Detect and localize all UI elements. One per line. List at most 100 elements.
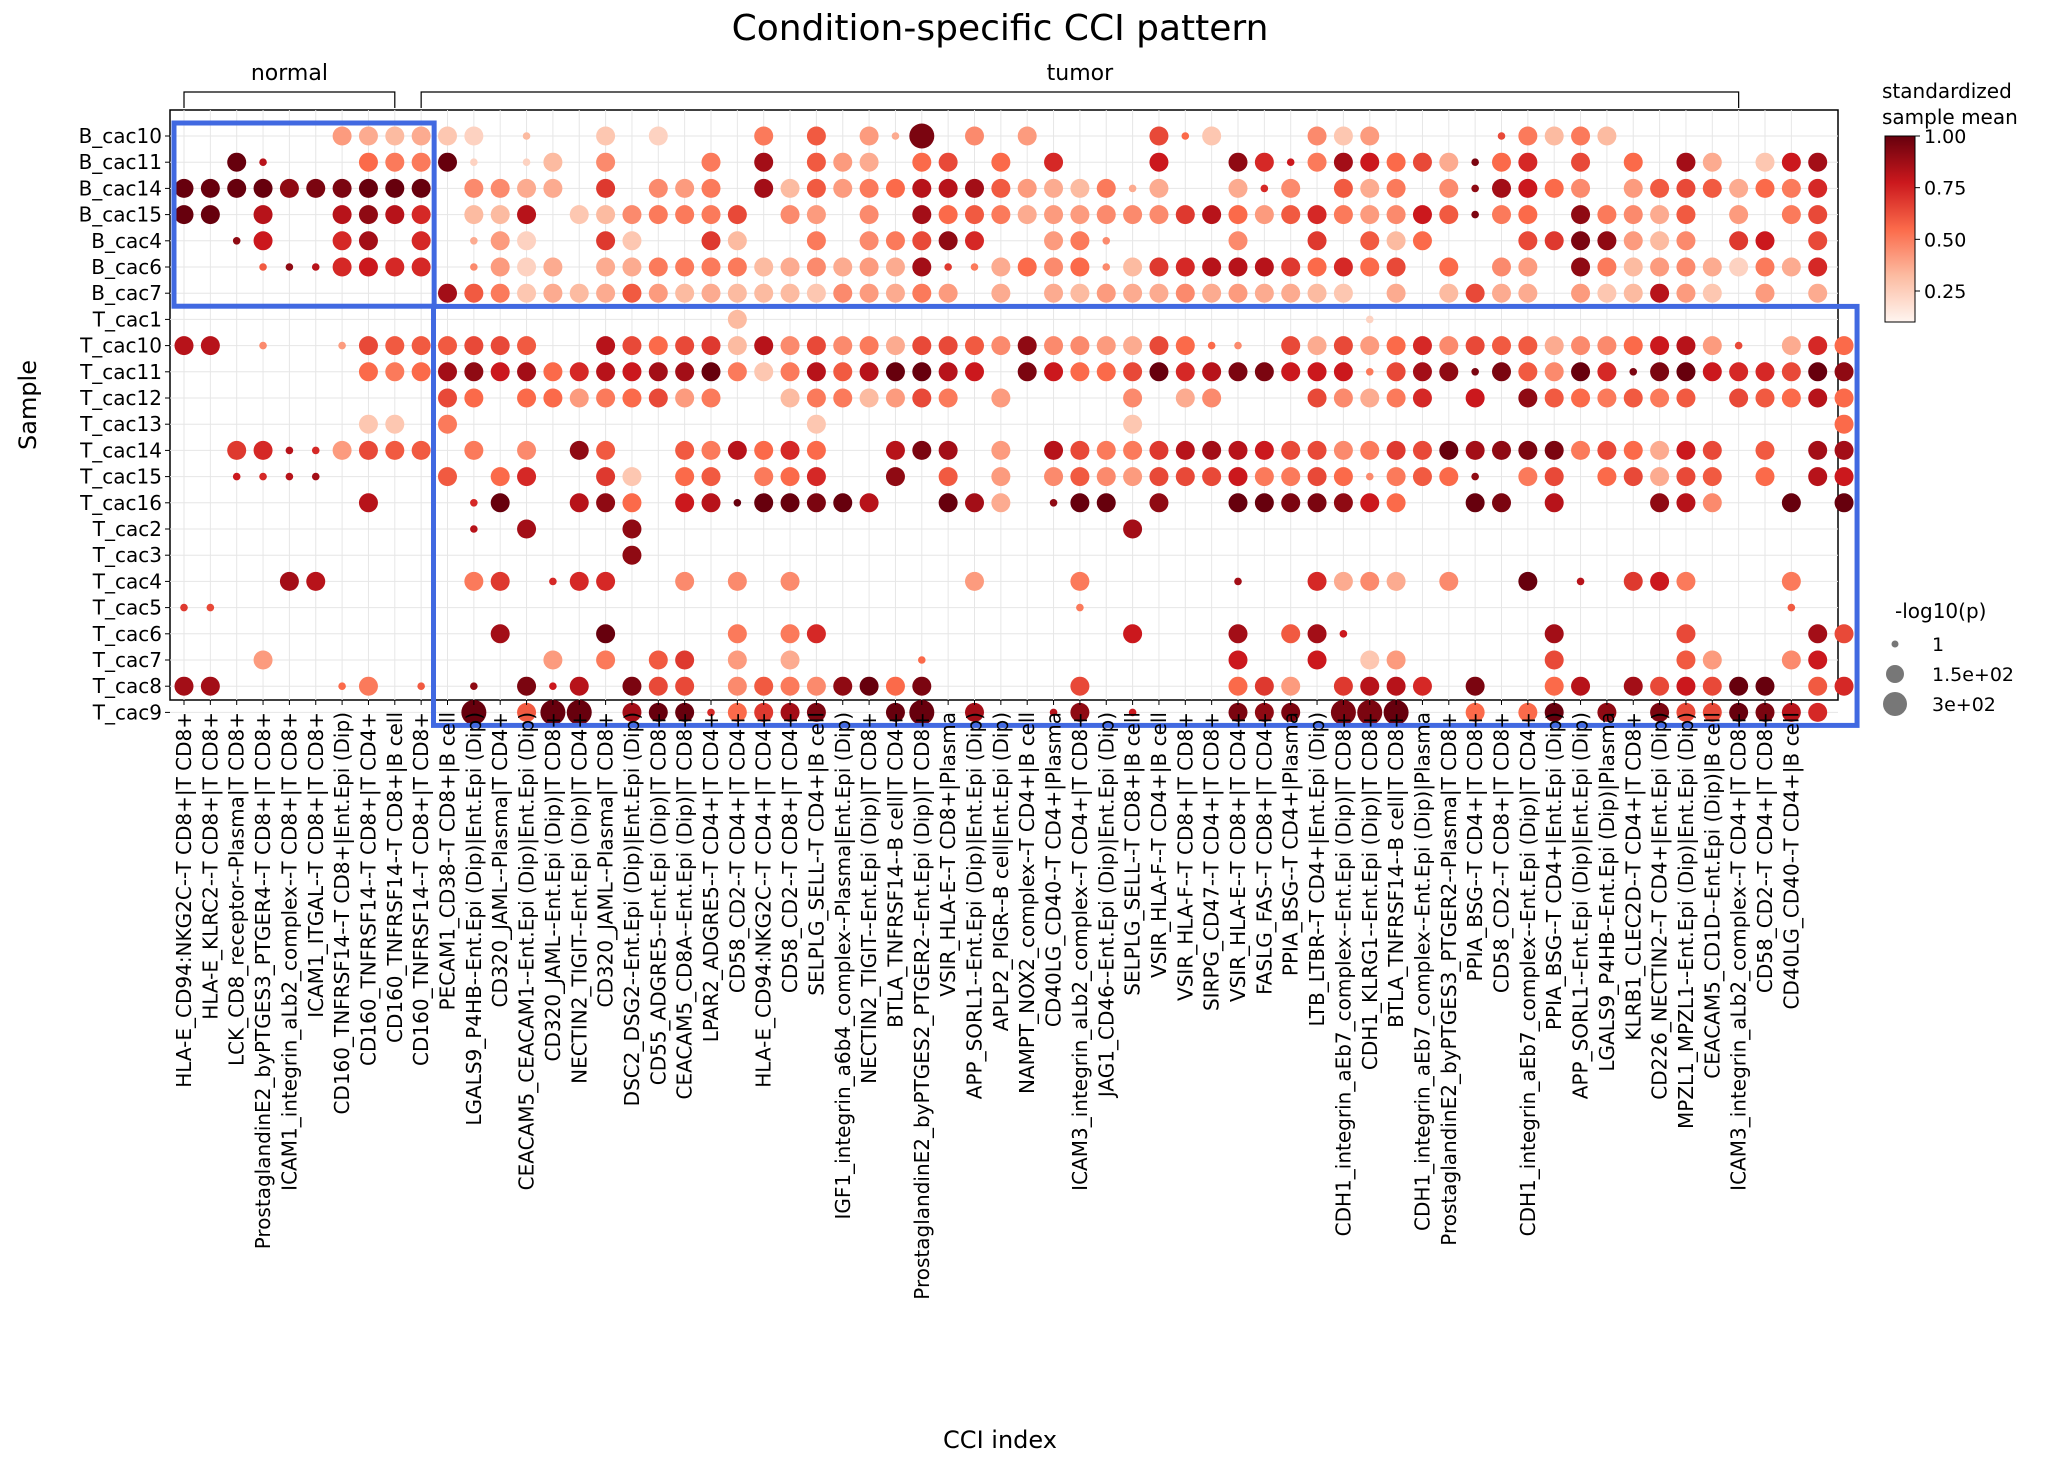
dot xyxy=(1254,257,1274,277)
dot xyxy=(596,126,616,146)
x-tick-label: CEACAM5_CEACAM1--Ent.Epi (Dip)|Ent.Epi (… xyxy=(515,712,539,1190)
dot xyxy=(311,446,320,455)
dot xyxy=(1149,152,1169,172)
dot xyxy=(1386,467,1406,487)
dot xyxy=(1544,362,1564,382)
dot xyxy=(622,283,642,303)
dot xyxy=(675,571,695,591)
dot xyxy=(780,467,800,487)
dot xyxy=(1571,336,1591,356)
dot xyxy=(1544,650,1564,670)
dot xyxy=(1439,152,1459,172)
dot xyxy=(754,336,774,356)
x-tick-label: CDH1_integrin_aEb7_complex--Ent.Epi (Dip… xyxy=(1516,712,1540,1236)
dot xyxy=(780,178,800,198)
dot xyxy=(1623,231,1643,251)
dot xyxy=(596,493,616,513)
x-tick-label: VSIR_HLA-F--T CD8+|T CD8+ xyxy=(1173,712,1197,1001)
dot xyxy=(464,388,484,408)
dot xyxy=(1808,178,1828,198)
dot xyxy=(1070,493,1090,513)
colorbar-ticks: 1.00 0.75 0.50 0.25 xyxy=(1915,126,1966,303)
dot xyxy=(1471,210,1479,219)
x-tick-label: LCK_CD8_receptor--Plasma|T CD8+ xyxy=(225,712,249,1066)
dot xyxy=(470,499,478,507)
dot xyxy=(727,571,747,591)
dot xyxy=(569,283,589,303)
y-tick-label: T_cac6 xyxy=(92,622,162,646)
dot xyxy=(1544,126,1564,146)
dot xyxy=(648,178,668,198)
dot xyxy=(1202,467,1222,487)
dot xyxy=(1281,702,1301,722)
dot xyxy=(1676,257,1696,277)
dot xyxy=(780,571,800,591)
dot xyxy=(970,263,979,271)
dot xyxy=(707,708,715,717)
dot xyxy=(1123,467,1143,487)
dot xyxy=(464,126,484,146)
dot xyxy=(1734,341,1743,350)
dot xyxy=(806,126,826,146)
x-tick-label: CD58_CD2--T CD4+|T CD4+ xyxy=(725,712,749,993)
colorbar-gradient xyxy=(1884,135,1916,323)
dot xyxy=(1702,702,1722,722)
dot xyxy=(438,467,457,487)
dot xyxy=(517,388,537,408)
dot xyxy=(1808,650,1828,670)
dot xyxy=(517,283,537,303)
dot xyxy=(490,571,510,591)
dot xyxy=(1439,362,1459,382)
dot xyxy=(1518,388,1538,408)
dot xyxy=(1623,257,1643,277)
dot xyxy=(461,699,487,725)
y-tick-label: B_cac6 xyxy=(91,255,162,279)
dot xyxy=(1518,205,1538,225)
dot xyxy=(780,388,800,408)
dot xyxy=(1044,205,1064,225)
dot xyxy=(1096,283,1116,303)
dot xyxy=(1676,493,1696,513)
dot xyxy=(1834,414,1854,434)
dot xyxy=(965,571,984,591)
dot xyxy=(622,493,642,513)
dot xyxy=(232,237,241,245)
dot xyxy=(1650,205,1670,225)
dot xyxy=(1518,702,1538,722)
dot xyxy=(727,336,747,356)
y-tick-label: T_cac14 xyxy=(79,438,162,462)
dot xyxy=(517,257,537,277)
dot xyxy=(259,158,267,166)
size-legend-label: 1 xyxy=(1932,634,1944,656)
dot xyxy=(1465,440,1485,460)
dot xyxy=(1307,493,1327,513)
dot xyxy=(596,650,616,670)
dot xyxy=(1149,362,1169,382)
y-tick-label: B_cac14 xyxy=(79,176,162,200)
dot xyxy=(1787,603,1796,612)
dot xyxy=(648,126,668,146)
x-tick-label: LGALS9_P4HB--Ent.Epi (Dip)|Ent.Epi (Dip) xyxy=(462,712,486,1126)
dot xyxy=(1128,708,1137,717)
dot xyxy=(1544,493,1564,513)
dot xyxy=(490,205,510,225)
dot xyxy=(754,283,774,303)
x-tick-label: KLRB1_CLEC2D--T CD4+|T CD8+ xyxy=(1621,712,1645,1041)
dot xyxy=(1650,571,1670,591)
x-tick-label: APLP2_PIGR--B cell|Ent.Epi (Dip) xyxy=(989,712,1013,1031)
dot xyxy=(411,152,431,172)
dot xyxy=(1254,440,1274,460)
x-tick-label: CEACAM5_CD1D--Ent.Epi (Dip)|B cell xyxy=(1700,712,1724,1079)
dot xyxy=(517,205,537,225)
dot xyxy=(1149,178,1169,198)
x-tick-label: PPIA_BSG--T CD4+|T CD8+ xyxy=(1463,712,1487,981)
y-tick-label: T_cac15 xyxy=(79,465,162,489)
dot xyxy=(1044,178,1064,198)
dot xyxy=(259,341,267,350)
dot xyxy=(1781,152,1801,172)
y-tick-label: T_cac8 xyxy=(92,674,162,698)
dot xyxy=(675,650,695,670)
dot xyxy=(1676,336,1696,356)
dot xyxy=(909,123,935,149)
dot xyxy=(1228,283,1248,303)
